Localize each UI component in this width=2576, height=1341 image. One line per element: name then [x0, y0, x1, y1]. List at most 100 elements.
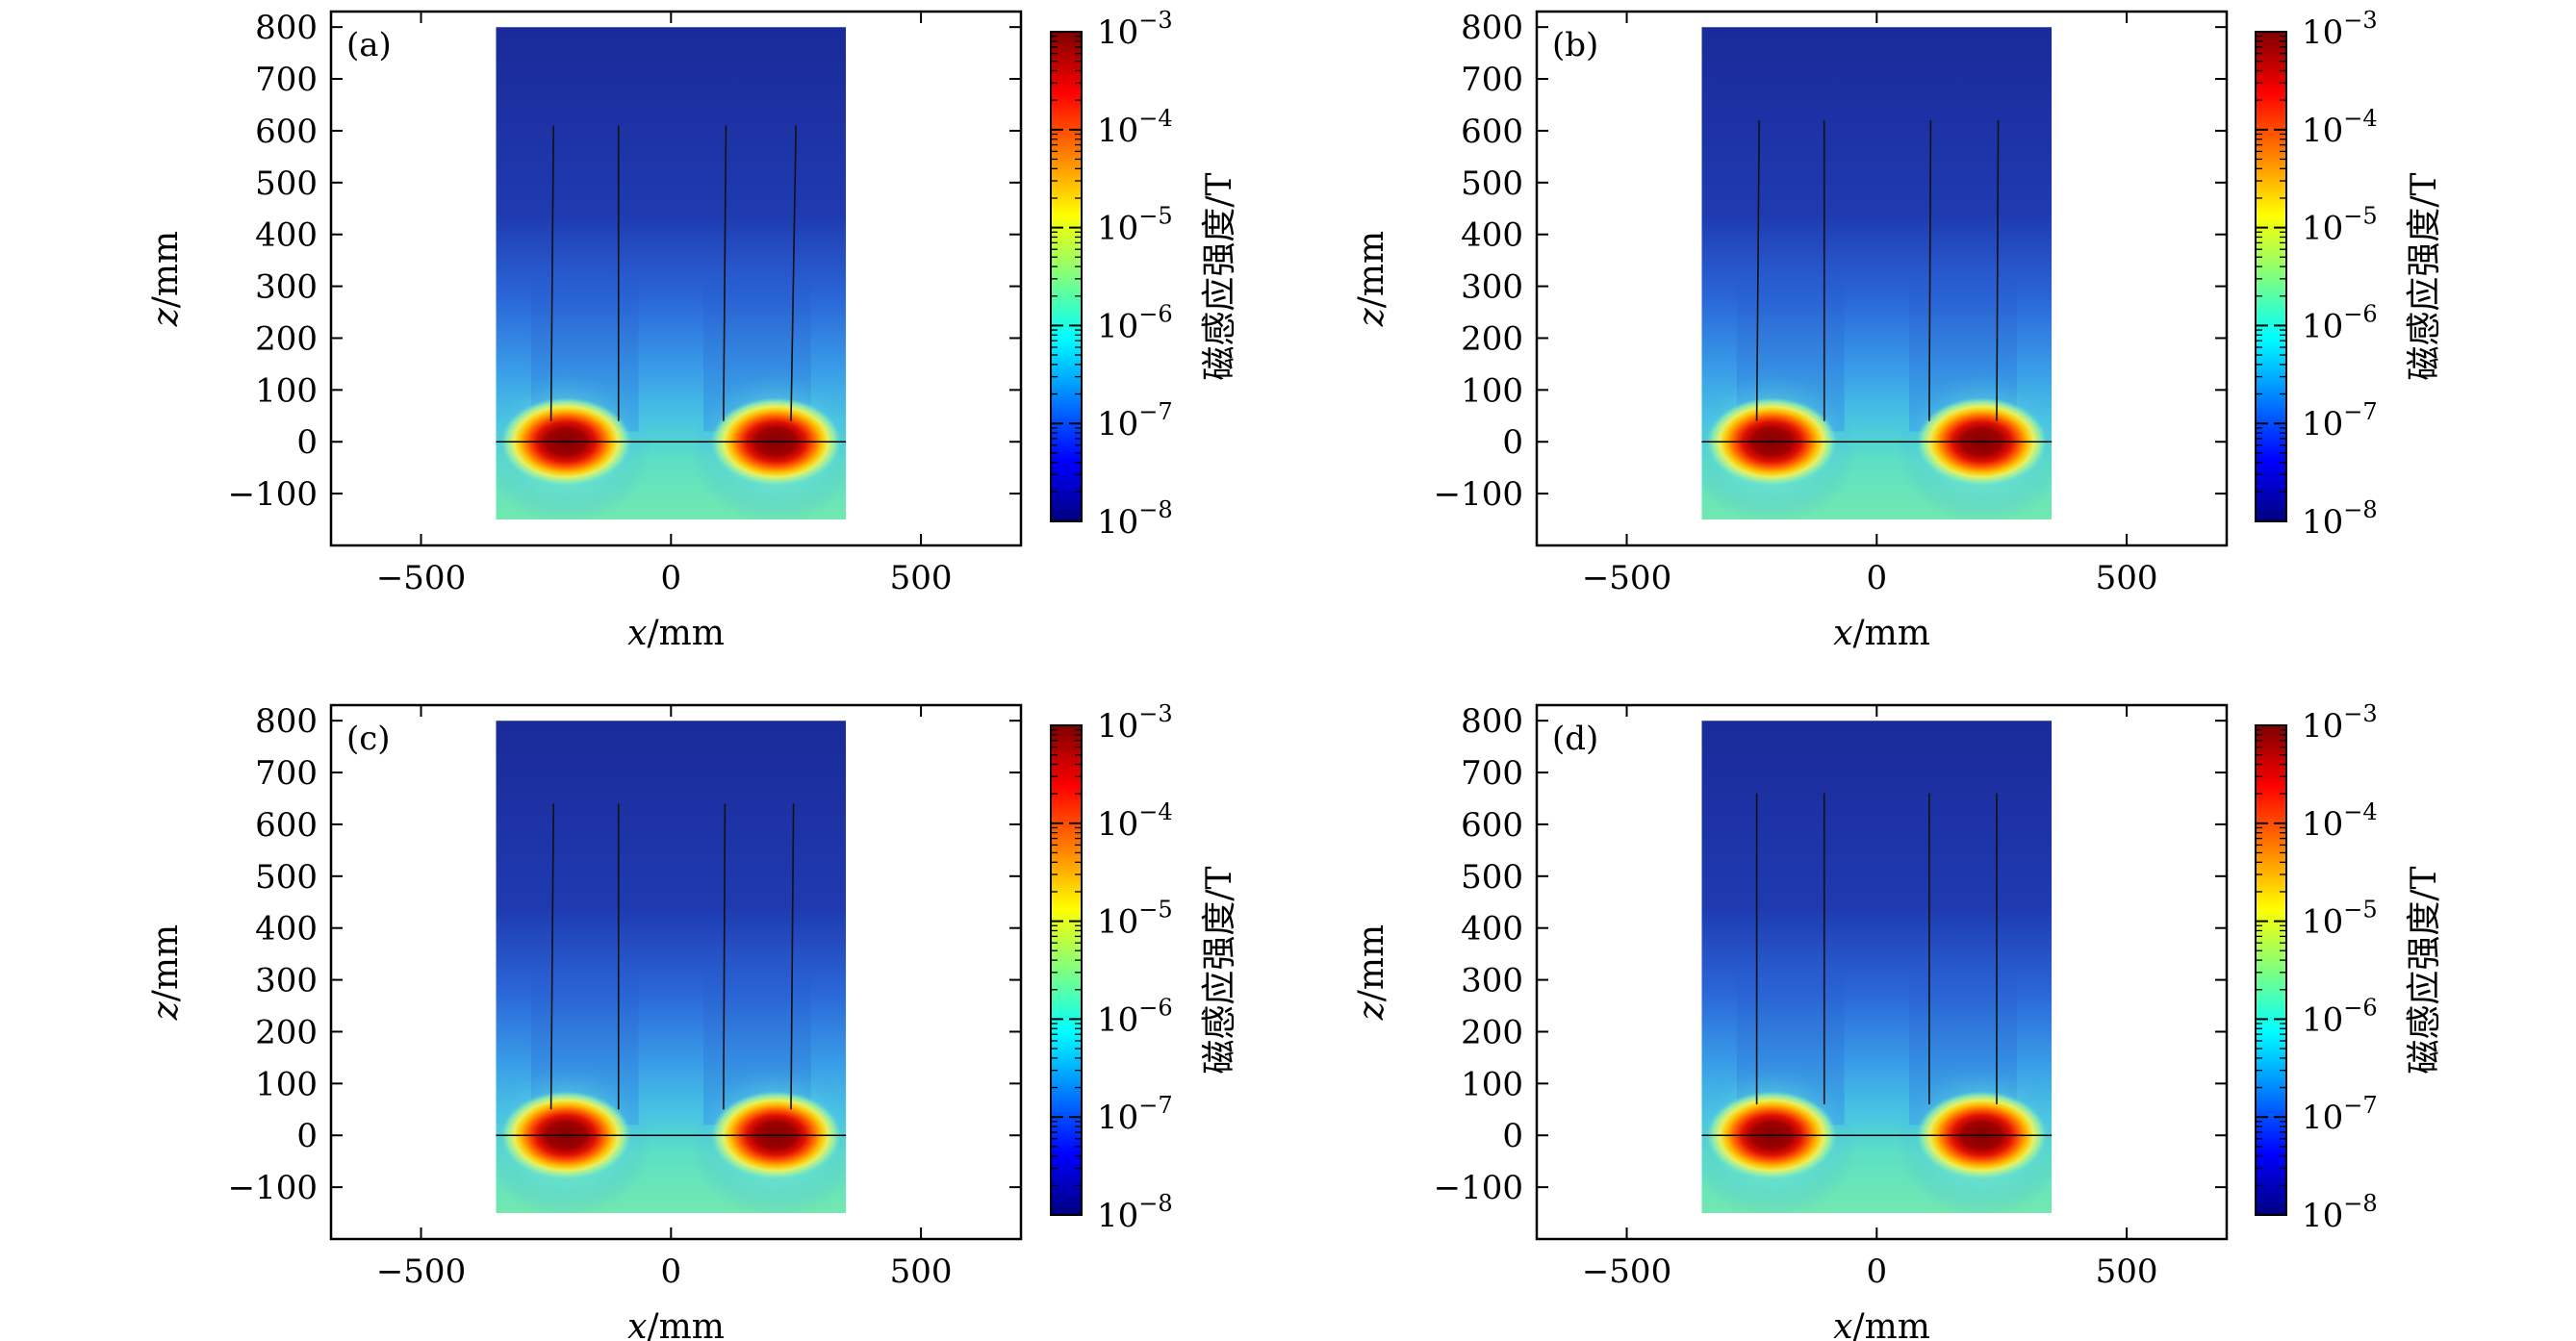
x-tick-label: 500 — [890, 1252, 953, 1291]
panel-c: −500 0 500 800 700 600 500 400 300 200 100 0 −100 x/m… — [146, 700, 1239, 1341]
colorbar-tick-label: 10−7 — [2302, 1092, 2378, 1137]
axes-frame — [329, 10, 1023, 547]
y-tick-label: 500 — [255, 164, 318, 203]
y-tick-label: 200 — [255, 319, 318, 358]
colorbar — [1050, 31, 1083, 522]
x-axis-label: x/mm — [627, 614, 725, 653]
y-tick-label: 300 — [255, 268, 318, 307]
axes-frame — [1535, 703, 2229, 1241]
y-tick-label: 800 — [1461, 9, 1523, 47]
y-tick-label: −100 — [1434, 475, 1523, 514]
colorbar-tick-label: 10−4 — [2302, 105, 2378, 150]
conductor-line-1 — [549, 125, 555, 421]
y-tick-label: 400 — [255, 216, 318, 255]
y-tick-label: 400 — [255, 910, 318, 949]
colorbar-tick-label: 10−5 — [2302, 897, 2378, 942]
colorbar-tick-label: 10−4 — [2302, 798, 2378, 844]
colorbar-tick-label: 10−8 — [1097, 496, 1173, 542]
x-tick-label: −500 — [1582, 559, 1671, 597]
x-tick-label: 500 — [2096, 559, 2158, 597]
panel-label: (c) — [346, 720, 391, 758]
y-tick-label: 300 — [1461, 268, 1523, 307]
colorbar-tick-label: 10−8 — [1097, 1190, 1173, 1235]
y-tick-label: 100 — [1461, 1065, 1523, 1103]
colorbar-tick-label: 10−8 — [2302, 496, 2378, 542]
conductor-line-4 — [1996, 120, 2000, 421]
x-axis-label: x/mm — [1833, 614, 1930, 653]
colorbar-tick-label: 10−8 — [2302, 1190, 2378, 1235]
heatmap-field — [1701, 27, 2053, 520]
y-tick-label: 100 — [255, 1065, 318, 1103]
y-tick-label: 100 — [1461, 371, 1523, 410]
colorbar-tick-label: 10−7 — [1097, 398, 1173, 443]
y-tick-label: 700 — [1461, 61, 1523, 99]
x-tick-label: −500 — [376, 1252, 466, 1291]
axes-frame — [1535, 10, 2229, 547]
panel-label: (a) — [346, 26, 392, 64]
y-tick-label: −100 — [228, 1169, 318, 1207]
y-tick-label: 0 — [296, 1117, 318, 1155]
colorbar-tick-label: 10−3 — [2302, 700, 2378, 746]
x-tick-label: −500 — [1582, 1252, 1671, 1291]
y-tick-label: 800 — [1461, 702, 1523, 741]
y-tick-label: 700 — [1461, 754, 1523, 793]
conductor-line-3 — [1928, 120, 1932, 421]
y-tick-label: 800 — [255, 9, 318, 47]
y-tick-label: 500 — [1461, 164, 1523, 203]
y-tick-label: −100 — [1434, 1169, 1523, 1207]
y-tick-label: 600 — [255, 806, 318, 845]
colorbar-tick-label: 10−5 — [1097, 203, 1173, 248]
x-tick-label: −500 — [376, 559, 466, 597]
colorbar-label: 磁感应强度/T — [1200, 866, 1239, 1074]
panel-label: (b) — [1552, 26, 1598, 64]
panel-b: −500 0 500 800 700 600 500 400 300 200 100 0 −100 x/m… — [1352, 7, 2444, 653]
y-tick-label: 600 — [1461, 806, 1523, 845]
y-tick-label: 400 — [1461, 216, 1523, 255]
y-tick-label: 500 — [255, 858, 318, 897]
colorbar-tick-label: 10−7 — [1097, 1092, 1173, 1137]
y-tick-label: 300 — [1461, 962, 1523, 1000]
y-axis-label: z/mm — [1352, 924, 1391, 1021]
y-tick-label: 100 — [255, 371, 318, 410]
x-tick-label: 0 — [1866, 559, 1887, 597]
colorbar-tick-label: 10−6 — [2302, 300, 2378, 345]
y-tick-label: 600 — [255, 113, 318, 151]
y-tick-label: 700 — [255, 61, 318, 99]
y-tick-label: 0 — [1502, 1117, 1523, 1155]
panel-label: (d) — [1552, 720, 1598, 758]
panel-a: −500 0 500 800 700 600 500 400 300 200 100 0 −100 x/m… — [146, 7, 1239, 653]
y-tick-label: 0 — [296, 423, 318, 462]
colorbar-tick-label: 10−3 — [2302, 7, 2378, 52]
conductor-line-3 — [723, 125, 727, 421]
x-tick-label: 500 — [2096, 1252, 2158, 1291]
x-tick-label: 0 — [660, 1252, 681, 1291]
x-tick-label: 0 — [660, 559, 681, 597]
colorbar-label: 磁感应强度/T — [1200, 172, 1239, 380]
colorbar — [2255, 724, 2287, 1216]
colorbar-tick-label: 10−3 — [1097, 700, 1173, 746]
heatmap-field — [496, 721, 847, 1214]
heatmap-field — [496, 27, 847, 520]
y-tick-label: 800 — [255, 702, 318, 741]
y-tick-label: 700 — [255, 754, 318, 793]
y-tick-label: 200 — [255, 1013, 318, 1051]
y-axis-label: z/mm — [146, 231, 186, 327]
y-tick-label: 200 — [1461, 319, 1523, 358]
conductor-line-3 — [723, 803, 727, 1110]
y-axis-label: z/mm — [1352, 231, 1391, 327]
y-tick-label: 0 — [1502, 423, 1523, 462]
colorbar — [1050, 724, 1083, 1216]
y-tick-label: 300 — [255, 962, 318, 1000]
y-axis-label: z/mm — [146, 924, 186, 1021]
conductor-line-4 — [790, 125, 797, 421]
y-tick-label: 600 — [1461, 113, 1523, 151]
colorbar-tick-label: 10−4 — [1097, 798, 1173, 844]
colorbar-tick-label: 10−6 — [1097, 994, 1173, 1039]
colorbar-tick-label: 10−5 — [2302, 203, 2378, 248]
panel-d: −500 0 500 800 700 600 500 400 300 200 100 0 −100 x/m… — [1352, 700, 2444, 1341]
colorbar-tick-label: 10−6 — [2302, 994, 2378, 1039]
conductor-line-1 — [1755, 120, 1761, 421]
colorbar-tick-label: 10−6 — [1097, 300, 1173, 345]
x-tick-label: 500 — [890, 559, 953, 597]
